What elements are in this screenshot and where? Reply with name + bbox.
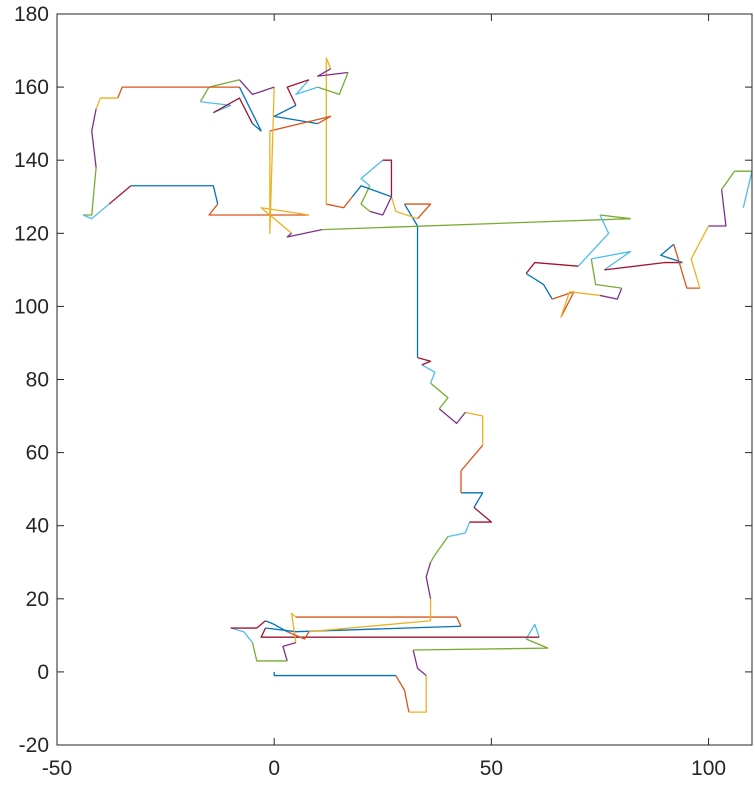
y-tick-label: 100 bbox=[14, 295, 49, 318]
walk-segment bbox=[369, 196, 393, 216]
walk-segment bbox=[465, 411, 484, 446]
y-tick-label: -20 bbox=[19, 734, 49, 757]
y-tick-label: 40 bbox=[26, 515, 49, 538]
walk-segment bbox=[282, 642, 297, 662]
walk-segment bbox=[269, 115, 332, 132]
walk-segment bbox=[590, 258, 622, 289]
walk-segment bbox=[108, 185, 132, 205]
walk-segment bbox=[360, 185, 371, 212]
walk-segment bbox=[360, 159, 384, 187]
y-tick-label: 20 bbox=[26, 588, 49, 611]
y-tick-label: 160 bbox=[14, 76, 49, 99]
walk-segment bbox=[408, 675, 427, 713]
walk-segment bbox=[551, 291, 575, 318]
x-tick-label: 0 bbox=[268, 757, 280, 780]
walk-segment bbox=[326, 196, 353, 209]
walk-segment bbox=[208, 203, 309, 216]
walk-segment bbox=[260, 627, 540, 638]
walk-segment bbox=[438, 408, 466, 425]
x-tick-label: -50 bbox=[42, 757, 72, 780]
walk-segment bbox=[83, 167, 97, 216]
walk-segment bbox=[325, 57, 332, 205]
y-tick-label: 80 bbox=[26, 369, 49, 392]
walk-segment bbox=[417, 356, 432, 366]
walk-segment bbox=[265, 620, 288, 633]
walk-segment bbox=[308, 598, 432, 633]
plot-lines bbox=[82, 57, 753, 713]
walk-segment bbox=[425, 562, 432, 599]
walk-segment bbox=[525, 623, 540, 640]
walk-segment bbox=[290, 612, 297, 643]
walk-segment bbox=[525, 261, 579, 274]
axis-ticks: -50 0 50 100 -20 0 20 40 60 80 100 120 140 160 180 bbox=[14, 3, 752, 780]
walk-segment bbox=[430, 382, 449, 410]
y-tick-label: 140 bbox=[14, 149, 49, 172]
walk-segment bbox=[690, 225, 710, 289]
y-tick-label: 180 bbox=[14, 3, 49, 26]
x-tick-label: 100 bbox=[691, 757, 726, 780]
walk-segment bbox=[390, 196, 418, 220]
walk-segment bbox=[286, 229, 323, 238]
walk-segment bbox=[295, 79, 318, 96]
walk-segment bbox=[660, 243, 683, 264]
walk-segment bbox=[321, 214, 632, 231]
walk-segment bbox=[525, 272, 553, 300]
walk-segment bbox=[421, 364, 436, 384]
walk-segment bbox=[251, 642, 288, 662]
walk-segment bbox=[708, 189, 727, 227]
walk-segment bbox=[604, 261, 683, 271]
walk-segment bbox=[721, 170, 752, 190]
y-tick-label: 60 bbox=[26, 442, 49, 465]
walk-segment bbox=[404, 203, 432, 220]
walk-segment bbox=[286, 631, 310, 640]
walk-segment bbox=[130, 185, 219, 205]
walk-segment bbox=[460, 444, 484, 493]
walk-segment bbox=[460, 492, 484, 508]
walk-segment bbox=[273, 671, 396, 677]
walk-segment bbox=[395, 675, 410, 713]
walk-segment bbox=[238, 79, 275, 96]
walk-segment bbox=[295, 616, 462, 627]
walk-segment bbox=[382, 159, 393, 197]
walk-segment bbox=[560, 291, 601, 318]
walk-segment bbox=[213, 97, 254, 124]
walk-segment bbox=[260, 207, 310, 234]
axes-box bbox=[56, 13, 753, 746]
walk-segment bbox=[200, 101, 232, 114]
walk-segment bbox=[577, 214, 610, 267]
walk-segment bbox=[742, 171, 753, 208]
walk-segment bbox=[430, 536, 449, 563]
walk-segment bbox=[413, 638, 549, 651]
walk-segment bbox=[412, 649, 427, 677]
walk-segment bbox=[316, 68, 349, 77]
y-tick-label: 120 bbox=[14, 222, 49, 245]
walk-segment bbox=[599, 287, 623, 300]
walk-segment bbox=[238, 86, 262, 132]
walk-segment bbox=[591, 250, 632, 271]
y-tick-label: 0 bbox=[37, 661, 49, 684]
walk-segment bbox=[286, 79, 310, 106]
walk-segment bbox=[317, 72, 349, 96]
walk-segment bbox=[469, 506, 493, 523]
walk-segment bbox=[91, 108, 97, 168]
walk-segment bbox=[273, 104, 318, 125]
walk-segment bbox=[447, 521, 471, 538]
walk-segment bbox=[117, 86, 240, 99]
walk-segment bbox=[673, 244, 700, 289]
walk-segment bbox=[199, 79, 240, 103]
walk-segment bbox=[95, 97, 118, 110]
x-tick-label: 50 bbox=[480, 757, 503, 780]
walk-segment bbox=[230, 627, 253, 644]
walk-segment bbox=[265, 625, 461, 633]
walk-segment bbox=[82, 203, 110, 220]
walk-segment bbox=[230, 620, 266, 629]
walk-segment bbox=[351, 185, 392, 198]
walk-segment bbox=[269, 87, 275, 234]
